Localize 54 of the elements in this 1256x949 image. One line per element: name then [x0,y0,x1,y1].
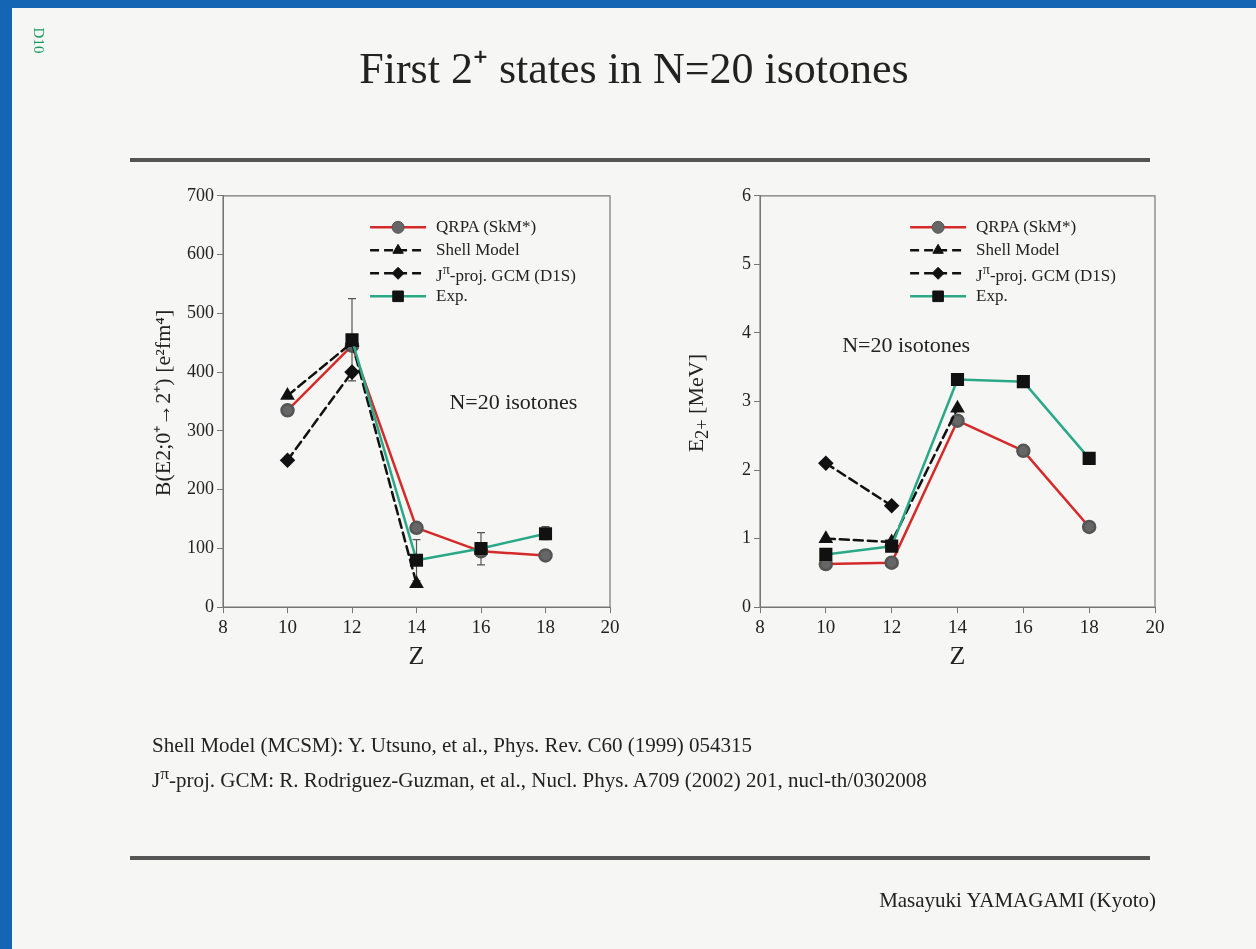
x-tick-label: 14 [407,615,427,637]
y-tick-label: 500 [187,302,214,323]
text: J$^{π}$-proj. GCM: R. Rodriguez-Guzman, et al., Nucl. Phys. A709 (2002) 201, nucl-th/0302008 [152,763,927,793]
y-tick-label: 300 [187,419,214,440]
legend-label: J$^{π}$-proj. GCM (D1S) [976,260,1116,286]
y-axis-title: B(E2;0⁺→2⁺) [e²fm⁴] [149,308,176,498]
x-tick-label: 8 [218,615,228,637]
y-tick-label: 4 [742,321,751,342]
x-tick-label: 20 [600,615,620,637]
x-tick-label: 18 [536,615,555,637]
legend-label: Exp. [436,286,468,307]
point [410,576,423,588]
text: Shell Model (MCSM): Y. Utsuno, et al., Phys. Rev. C60 (1999) 054315 [152,733,753,758]
x-tick-label: 14 [948,615,968,637]
point [884,498,899,513]
legend-label: QRPA (SkM*) [976,217,1077,238]
point [280,453,295,468]
y-tick-label: 100 [187,537,214,558]
x-tick-label: 16 [471,615,491,637]
y-tick-label: 0 [205,595,214,616]
annotation: N=20 isotones [449,389,578,416]
x-tick-label: 8 [755,615,765,637]
point [819,531,833,543]
y-tick-label: 400 [187,360,214,381]
x-tick-label: 10 [278,615,297,637]
x-axis-title: Z [408,641,425,672]
point [818,455,834,471]
legend-label: Shell Model [436,240,520,261]
y-tick-label: 600 [187,243,214,264]
x-tick-label: 20 [1145,615,1165,637]
point [344,364,360,380]
y-tick-label: 0 [742,595,751,616]
y-tick-label: 5 [742,253,751,274]
y-tick-label: 6 [742,184,751,205]
text: D10 [30,27,48,54]
legend-label: J$^{π}$-proj. GCM (D1S) [436,260,576,286]
point [281,388,294,400]
x-axis-title: Z [949,641,966,672]
x-tick-label: 18 [1079,615,1099,637]
y-tick-label: 700 [187,184,214,205]
x-tick-label: 16 [1013,615,1033,637]
x-tick-label: 12 [882,615,902,637]
x-tick-label: 12 [342,615,362,637]
chart-title: First 2⁺ states in N=20 isotones [359,44,909,93]
y-tick-label: 200 [187,478,214,499]
legend-label: QRPA (SkM*) [436,217,537,238]
x-tick-label: 10 [816,615,836,637]
legend-label: Exp. [976,286,1008,307]
y-tick-label: 3 [742,390,751,411]
text: Masayuki YAMAGAMI (Kyoto) [879,888,1156,913]
annotation: N=20 isotones [842,331,971,358]
y-tick-label: 2 [742,458,751,479]
legend-label: Shell Model [976,240,1060,261]
y-tick-label: 1 [742,527,751,548]
